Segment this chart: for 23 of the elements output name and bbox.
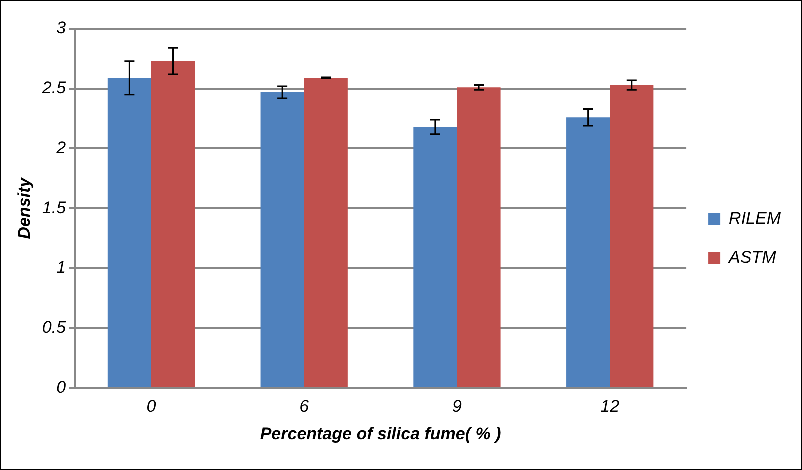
y-tick-label: 2.5 [41, 78, 67, 98]
y-tick-label: 0.5 [42, 318, 67, 338]
x-axis-title: Percentage of silica fume( % ) [260, 424, 502, 444]
bar [260, 92, 304, 388]
legend-label: ASTM [728, 248, 778, 268]
bar [610, 85, 654, 388]
bar [566, 118, 610, 388]
legend-label: RILEM [729, 209, 782, 228]
bar [414, 127, 458, 388]
y-tick-label: 3 [56, 18, 67, 38]
y-tick-label: 1.5 [42, 198, 67, 218]
x-tick-label: 6 [300, 397, 310, 416]
bar [457, 88, 501, 388]
x-tick-label: 9 [452, 397, 462, 416]
y-tick-label: 1 [56, 258, 66, 278]
bar [151, 61, 196, 388]
y-axis-title: Density [14, 176, 34, 240]
y-tick-label: 2 [56, 138, 67, 158]
bar [304, 78, 348, 388]
y-tick-label: 0 [56, 378, 67, 397]
bar [108, 78, 152, 388]
x-tick-label: 12 [600, 397, 620, 416]
x-tick-label: 0 [146, 397, 157, 416]
